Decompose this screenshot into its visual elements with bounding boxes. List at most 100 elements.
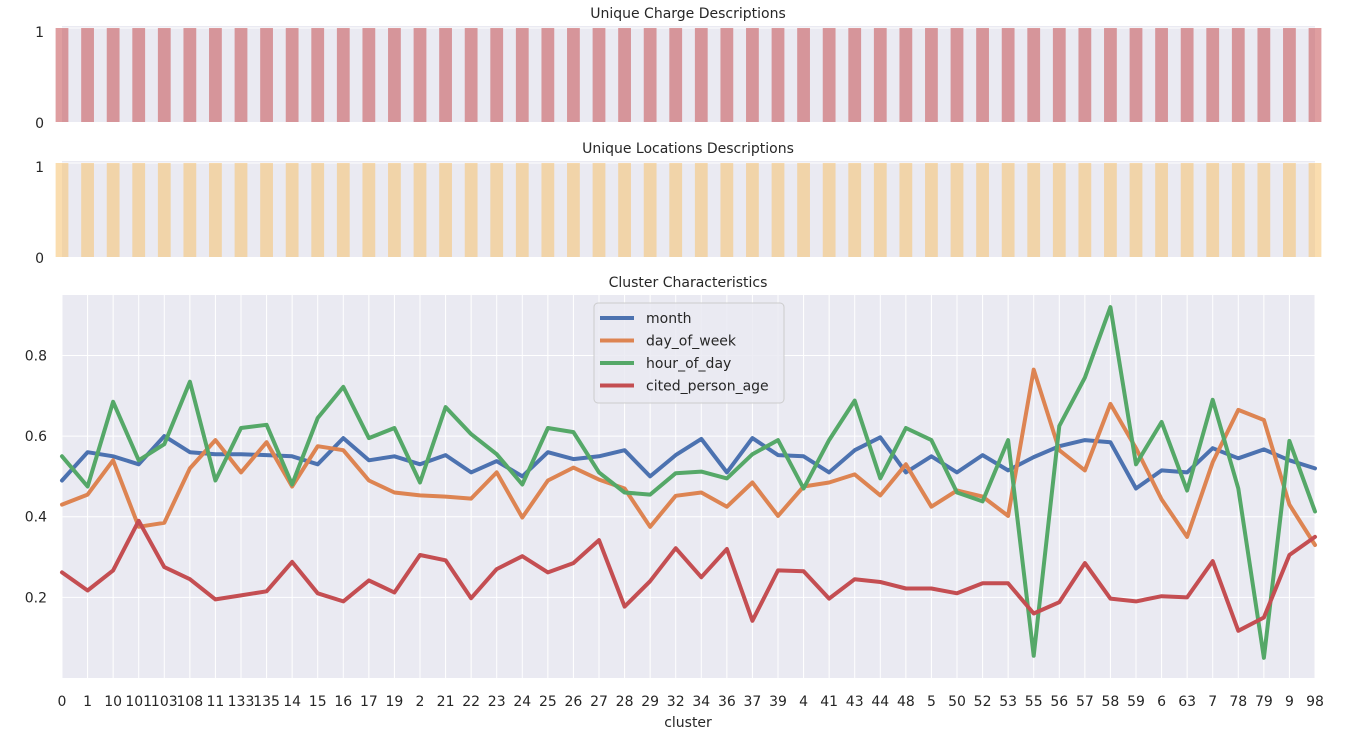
bar-32 bbox=[669, 28, 683, 122]
bar-28 bbox=[618, 163, 631, 257]
bar-37 bbox=[746, 163, 759, 257]
x-tick-label: 15 bbox=[309, 694, 327, 710]
x-tick-label: 41 bbox=[820, 694, 838, 710]
x-tick-label: 55 bbox=[1025, 694, 1043, 710]
x-tick-label: 26 bbox=[565, 694, 583, 710]
bar-9 bbox=[1283, 163, 1296, 257]
x-tick-label: 43 bbox=[846, 694, 864, 710]
series-line-month bbox=[60, 434, 1317, 491]
bar-32 bbox=[669, 163, 683, 257]
bar-10 bbox=[106, 28, 120, 122]
bar-55 bbox=[1027, 28, 1041, 122]
bar-78 bbox=[1231, 163, 1245, 257]
bar-48 bbox=[899, 163, 913, 257]
x-tick-label: 2 bbox=[416, 694, 425, 710]
legend-label-day_of_week: day_of_week bbox=[646, 334, 737, 350]
x-tick-label: 44 bbox=[871, 694, 889, 710]
x-tick-label: 23 bbox=[488, 694, 506, 710]
bar-16 bbox=[336, 28, 350, 122]
bar-28 bbox=[618, 28, 631, 122]
y-tick-label: 0.2 bbox=[25, 590, 47, 606]
bar-5 bbox=[925, 163, 938, 257]
bar-22 bbox=[464, 28, 478, 122]
location-ytick-0: 0 bbox=[35, 251, 44, 267]
bar-11 bbox=[209, 163, 222, 257]
bar-0 bbox=[55, 28, 69, 122]
bar-108 bbox=[183, 163, 197, 257]
bar-98 bbox=[1308, 28, 1322, 122]
cluster-panel-title: Cluster Characteristics bbox=[609, 275, 768, 291]
y-tick-label: 0.8 bbox=[25, 348, 47, 364]
x-tick-label: 21 bbox=[437, 694, 455, 710]
x-axis-label: cluster bbox=[664, 715, 712, 731]
bar-50 bbox=[950, 28, 964, 122]
bar-10 bbox=[106, 163, 120, 257]
series-line-hour_of_day bbox=[60, 305, 1317, 660]
x-tick-label: 108 bbox=[176, 694, 203, 710]
bar-44 bbox=[873, 28, 887, 122]
x-tick-label: 53 bbox=[999, 694, 1017, 710]
location-descriptions-panel: Unique Locations Descriptions 1 0 bbox=[35, 141, 1322, 267]
bar-52 bbox=[976, 28, 989, 122]
bar-23 bbox=[490, 28, 504, 122]
x-tick-label: 4 bbox=[799, 694, 808, 710]
x-tick-label: 28 bbox=[616, 694, 634, 710]
x-tick-label: 63 bbox=[1178, 694, 1196, 710]
bar-27 bbox=[592, 163, 606, 257]
bar-5 bbox=[925, 28, 938, 122]
bar-7 bbox=[1206, 163, 1220, 257]
x-tick-label: 48 bbox=[897, 694, 915, 710]
bar-16 bbox=[336, 163, 350, 257]
x-tick-label: 56 bbox=[1050, 694, 1068, 710]
x-tick-label: 25 bbox=[539, 694, 557, 710]
bar-41 bbox=[822, 28, 836, 122]
bar-56 bbox=[1052, 163, 1066, 257]
bar-27 bbox=[592, 28, 606, 122]
bar-108 bbox=[183, 28, 197, 122]
bar-6 bbox=[1155, 28, 1168, 122]
bar-24 bbox=[515, 163, 529, 257]
x-tick-label: 39 bbox=[769, 694, 787, 710]
charge-panel-title: Unique Charge Descriptions bbox=[590, 6, 786, 22]
x-tick-label: 59 bbox=[1127, 694, 1145, 710]
bar-39 bbox=[771, 28, 785, 122]
bar-29 bbox=[643, 28, 657, 122]
legend-label-cited_person_age: cited_person_age bbox=[646, 379, 769, 395]
bar-15 bbox=[311, 163, 325, 257]
bar-24 bbox=[515, 28, 529, 122]
bar-103 bbox=[157, 28, 171, 122]
bar-135 bbox=[260, 163, 273, 257]
bar-19 bbox=[388, 163, 401, 257]
bar-1 bbox=[81, 28, 94, 122]
x-tick-label: 24 bbox=[513, 694, 531, 710]
x-tick-label: 11 bbox=[207, 694, 225, 710]
bar-14 bbox=[285, 163, 299, 257]
bar-56 bbox=[1052, 28, 1066, 122]
bar-103 bbox=[157, 163, 171, 257]
bar-133 bbox=[234, 163, 248, 257]
x-tick-label: 52 bbox=[974, 694, 992, 710]
x-tick-label: 103 bbox=[151, 694, 178, 710]
bar-17 bbox=[362, 163, 376, 257]
x-tick-label: 36 bbox=[718, 694, 736, 710]
x-tick-label: 14 bbox=[283, 694, 301, 710]
bar-43 bbox=[848, 28, 862, 122]
bar-39 bbox=[771, 163, 785, 257]
bar-36 bbox=[720, 163, 734, 257]
bar-59 bbox=[1129, 28, 1143, 122]
bar-7 bbox=[1206, 28, 1220, 122]
bar-57 bbox=[1078, 163, 1092, 257]
bar-78 bbox=[1231, 28, 1245, 122]
bar-63 bbox=[1180, 163, 1194, 257]
location-panel-title: Unique Locations Descriptions bbox=[582, 141, 794, 157]
bar-1 bbox=[81, 163, 94, 257]
x-tick-label: 29 bbox=[641, 694, 659, 710]
bar-57 bbox=[1078, 28, 1092, 122]
bar-2 bbox=[413, 163, 427, 257]
bar-21 bbox=[439, 163, 452, 257]
bar-41 bbox=[822, 163, 836, 257]
bar-58 bbox=[1104, 28, 1117, 122]
charge-ytick-0: 0 bbox=[35, 116, 44, 132]
bar-133 bbox=[234, 28, 248, 122]
